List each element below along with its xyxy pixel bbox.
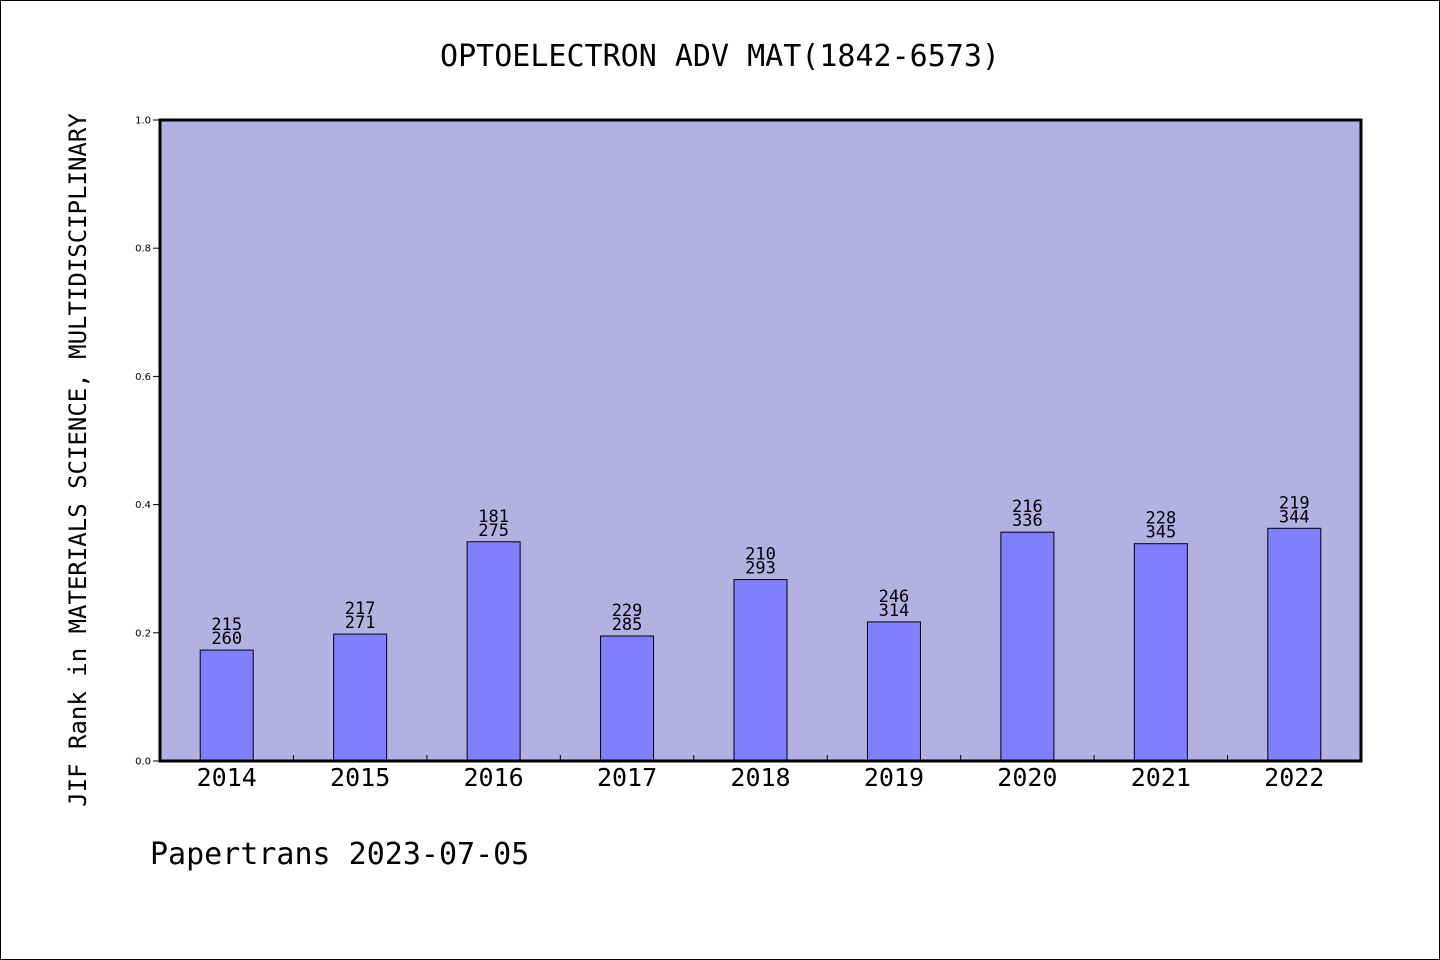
bar-rank-label: 216 — [1012, 497, 1043, 517]
y-axis-label: JIF Rank in MATERIALS SCIENCE, MULTIDISC… — [64, 113, 92, 807]
bar-rank-label: 246 — [879, 587, 910, 607]
bar-rank-label: 228 — [1145, 509, 1176, 529]
x-tick-label: 2015 — [330, 763, 390, 792]
bar-2017 — [600, 635, 655, 762]
bar-total-label: 314 — [879, 601, 910, 621]
chart-title: OPTOELECTRON ADV MAT(1842-6573) — [440, 39, 1000, 74]
bar-data-labels: 2152602172711812752292852102932463142163… — [211, 493, 1309, 649]
bar-total-label: 293 — [745, 559, 776, 579]
bar-total-label: 345 — [1145, 523, 1176, 543]
x-tick-label: 2020 — [997, 763, 1057, 792]
x-tick-label: 2018 — [730, 763, 790, 792]
x-tick-label: 2019 — [864, 763, 924, 792]
bar-total-label: 285 — [612, 615, 643, 635]
y-tick-label: 1.0 — [135, 116, 151, 127]
y-tick-label: 0.6 — [135, 372, 151, 383]
x-tick-label: 2022 — [1264, 763, 1324, 792]
y-tick-label: 0.2 — [135, 628, 151, 639]
watermark-text: Papertrans 2023-07-05 — [150, 837, 529, 872]
bar-rank-label: 229 — [612, 601, 643, 621]
x-tick-label: 2016 — [464, 763, 524, 792]
bar-2016 — [466, 541, 521, 762]
bar-rank-label: 210 — [745, 545, 776, 565]
plot-frame — [158, 118, 1363, 763]
bar-2021 — [1133, 543, 1188, 762]
y-tick-label: 0.8 — [135, 244, 151, 255]
bar-rank-label: 181 — [478, 507, 509, 527]
y-tick-label: 0.0 — [135, 757, 151, 768]
bar-series — [199, 527, 1322, 762]
bar-2014 — [199, 649, 254, 762]
bar-total-label: 336 — [1012, 511, 1043, 531]
x-tick-label: 2021 — [1131, 763, 1191, 792]
bar-total-label: 344 — [1279, 507, 1310, 527]
bar-total-label: 260 — [211, 629, 242, 649]
bar-2022 — [1267, 527, 1322, 762]
bar-2019 — [866, 621, 921, 762]
bar-total-label: 271 — [345, 613, 376, 633]
x-axis-ticks: 2014 2015 2016 2017 2018 2019 2020 2021 2022 — [197, 755, 1324, 792]
bar-rank-label: 217 — [345, 599, 376, 619]
y-tick-label: 0.4 — [135, 500, 151, 511]
bar-total-label: 275 — [478, 521, 509, 541]
bar-2020 — [1000, 531, 1055, 762]
bar-rank-label: 219 — [1279, 493, 1310, 513]
bar-2018 — [733, 579, 788, 762]
bar-rank-label: 215 — [211, 615, 242, 635]
x-tick-label: 2014 — [197, 763, 257, 792]
bar-2015 — [333, 633, 388, 762]
x-tick-label: 2017 — [597, 763, 657, 792]
